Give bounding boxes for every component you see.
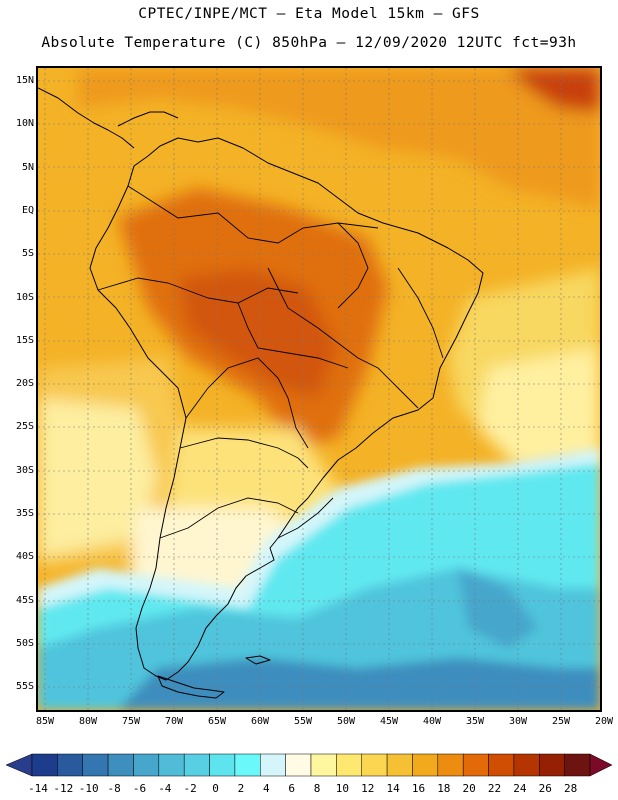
colorbar-tick-label: 28 [564,782,578,795]
chart-title-line1: CPTEC/INPE/MCT – Eta Model 15km – GFS [138,6,480,22]
lat-label: 50S [15,637,34,649]
temperature-map [36,66,602,712]
colorbar-swatch [57,753,83,777]
lat-label: EQ [21,204,34,216]
colorbar-tick-label: 18 [437,782,451,795]
colorbar-swatch [209,753,236,777]
lat-label: 55S [15,681,34,693]
colorbar-tick-label: 14 [386,782,400,795]
lon-label: 20W [594,716,614,727]
colorbar-swatch [361,753,388,777]
colorbar-tick-label: -8 [107,782,121,795]
colorbar-tick-label: 2 [237,782,245,795]
field-east-pale [478,348,600,468]
field-northeast-hot [508,68,600,113]
colorbar-tick-label: -4 [158,782,172,795]
country-borders [97,185,444,539]
colorbar-tick-label: 16 [411,782,426,795]
colorbar-under-arrow [5,753,33,777]
lon-label: 80W [78,716,98,727]
colorbar-swatch [310,753,337,777]
lat-label: 20S [15,378,34,390]
lat-label: 15N [15,75,34,86]
lat-label: 35S [15,508,34,519]
colorbar-swatch [285,753,312,777]
colorbar-tick-label: 22 [487,782,502,795]
chart-title-line2: Absolute Temperature (C) 850hPa – 12/09/… [41,35,577,51]
lat-label: 10S [15,291,34,303]
lat-label: 40S [15,551,34,563]
lat-label: 5N [21,161,34,173]
colorbar-tick-label: 8 [313,782,321,795]
lat-label: 5S [21,248,34,260]
colorbar-swatch [513,753,540,777]
lon-label: 45W [379,716,399,727]
colorbar-swatch [488,753,515,777]
colorbar-swatch [183,753,210,777]
colorbar-tick-label: -14 [28,782,48,795]
caribbean-coast [117,111,179,127]
colorbar-swatch [260,753,286,777]
lon-label: 25W [551,716,571,727]
map-canvas [38,68,600,710]
lat-label: 30S [15,464,34,476]
colorbar-swatch [107,753,134,777]
colorbar-swatch [539,753,565,777]
lon-label: 55W [293,716,313,727]
lon-label: 85W [35,716,55,727]
falklands [245,655,271,665]
colorbar-tick-label: 26 [538,782,552,795]
lat-label: 15S [15,334,34,346]
colorbar-tick-label: 12 [361,782,375,795]
lon-label: 30W [508,716,528,727]
lon-label: 70W [164,716,184,727]
lat-label: 45S [15,594,34,606]
colorbar-swatch [82,753,109,777]
colorbar-swatch [386,753,413,777]
lon-label: 60W [250,716,270,727]
colorbar-tick-label: 10 [335,782,349,795]
lat-label: 25S [15,421,34,433]
lon-label: 50W [336,716,356,727]
colorbar-swatch [234,753,261,777]
lat-label: 10N [15,118,34,130]
colorbar-tick-label: 4 [262,782,270,795]
colorbar-swatch [336,753,362,777]
colorbar-swatch [158,753,185,777]
lon-label: 65W [207,716,227,727]
colorbar-tick-label: 6 [288,782,295,795]
graticule [38,68,600,710]
colorbar-over-arrow [589,753,613,777]
field-pacific-pale [38,398,158,558]
colorbar-swatch [564,753,591,777]
field-north-warm [78,68,600,208]
colorbar-tick-label: -10 [78,782,99,795]
colorbar [5,753,613,777]
colorbar-swatch [437,753,464,777]
colorbar-tick-label: 0 [212,782,219,795]
colorbar-tick-label: -6 [132,782,147,795]
lon-label: 40W [422,716,442,727]
central-america-coast [38,87,135,149]
field-cold-deep [118,658,600,710]
colorbar-tick-label: -12 [53,782,74,795]
colorbar-swatch [31,753,58,777]
lon-label: 35W [465,716,485,727]
lon-label: 75W [121,716,141,727]
colorbar-tick-label: 20 [462,782,476,795]
field-amazon-hot [178,268,338,398]
colorbar-swatch [462,753,489,777]
tierra-del-fuego [157,675,225,699]
colorbar-tick-label: -2 [183,782,197,795]
colorbar-swatch [412,753,439,777]
colorbar-swatch [133,753,160,777]
colorbar-tick-label: 24 [513,782,527,795]
